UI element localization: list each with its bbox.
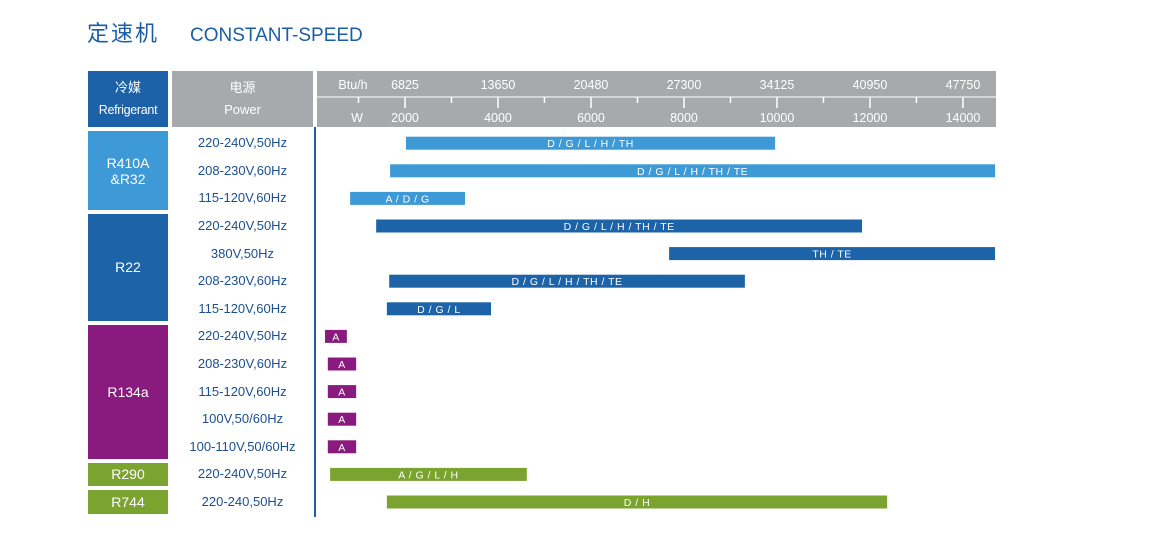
btu-tick-label: 40950 (853, 78, 888, 92)
power-label: 220-240V,50Hz (197, 328, 288, 344)
w-tick-label: 6000 (577, 111, 605, 125)
refrigerant-cell: R410A &R32 (88, 131, 168, 211)
btu-tick-label: 47750 (946, 78, 981, 92)
w-tick-label: 4000 (484, 111, 512, 125)
bar-label: A (338, 359, 346, 371)
range-bar (327, 440, 357, 454)
bar-label: A (338, 387, 346, 399)
power-label: 115-120V,60Hz (198, 383, 287, 399)
refrigerant-name: R744 (111, 493, 145, 510)
tick-labels: 6825 2000 13650 4000 20480 6000 27300 8000 34125… (391, 78, 980, 125)
range-bar (669, 247, 996, 261)
page-title-cn: 定速机 (87, 21, 160, 46)
range-bar (389, 274, 745, 288)
power-label: 208-230V,60Hz (197, 356, 288, 371)
refrigerant-name: R134a (107, 383, 149, 400)
btu-unit-label: Btu/h (338, 78, 367, 92)
power-label: 100V,50/60Hz (201, 411, 284, 427)
bar-label: D / G / L (417, 304, 461, 316)
range-bar (405, 136, 776, 150)
range-bar (376, 219, 863, 233)
refrigerant-name: &R32 (110, 170, 146, 187)
refrigerant-cell: R744 (88, 490, 168, 514)
refrigerant-header-cn: 冷媒 (114, 80, 141, 95)
power-label: 208-230V,60Hz (197, 273, 288, 289)
power-label: 100-110V,50/60Hz (189, 438, 296, 454)
btu-tick-label: 13650 (481, 78, 516, 92)
refrigerant-name: R290 (111, 466, 145, 483)
power-header-cn: 电源 (229, 80, 256, 95)
btu-tick-label: 27300 (667, 78, 702, 92)
power-label: 220-240V,50Hz (197, 466, 288, 482)
btu-tick-label: 20480 (574, 78, 609, 92)
power-label: 220-240V,50Hz (197, 218, 288, 233)
bar-label: D / G / L / H / TH / TE (564, 221, 675, 233)
refrigerant-cell: R134a (88, 324, 168, 459)
bar-label: TH / TE (812, 249, 851, 261)
refrigerant-header: 冷媒 Refrigerant (88, 71, 168, 127)
range-bar (386, 302, 492, 316)
range-bar (327, 385, 357, 399)
power-label: 220-240V,50Hz (197, 135, 288, 151)
power-header: 电源 Power (172, 71, 313, 127)
refrigerant-header-en: Refrigerant (98, 103, 158, 117)
range-bar (327, 357, 357, 371)
range-bar (350, 191, 465, 205)
power-label: 115-120V,60Hz (198, 300, 287, 316)
bar-label: A / D / G (385, 193, 429, 205)
bar-label: A (338, 414, 346, 426)
range-bar (386, 495, 888, 509)
w-tick-label: 10000 (760, 111, 795, 125)
capacity-scale-header (317, 71, 996, 127)
bar-label: A / G / L / H (398, 469, 458, 481)
w-tick-label: 12000 (853, 111, 888, 125)
w-tick-label: 14000 (946, 111, 981, 125)
power-label: 208-230V,60Hz (197, 162, 288, 178)
w-unit-label: W (351, 111, 363, 125)
range-bar (325, 329, 347, 343)
refrigerant-cell: R22 (88, 214, 168, 321)
power-header-en: Power (224, 102, 261, 117)
refrigerant-name: R410A (106, 154, 150, 171)
power-label: 115-120V,60Hz (198, 190, 287, 206)
btu-tick-label: 34125 (760, 78, 795, 92)
refrigerant-cell: R290 (88, 462, 168, 487)
bar-label: D / H (624, 497, 650, 509)
range-bar (327, 412, 357, 426)
page-title-en: CONSTANT-SPEED (190, 25, 363, 46)
range-bars: D / G / L / H / TH D / G / L / H / TH / T… (325, 136, 996, 509)
range-bar (390, 164, 996, 178)
bar-label: D / G / L / H / TH / TE (511, 276, 622, 288)
refrigerant-name: R22 (115, 259, 141, 276)
btu-tick-label: 6825 (391, 78, 419, 92)
tick-marks (357, 97, 964, 108)
bar-label: D / G / L / H / TH (547, 138, 634, 150)
w-tick-label: 2000 (391, 111, 419, 125)
bar-label: A (332, 331, 340, 343)
range-bar (330, 467, 527, 481)
power-label: 220-240,50Hz (201, 494, 284, 509)
bar-label: D / G / L / H / TH / TE (637, 166, 748, 178)
w-tick-label: 8000 (670, 111, 698, 125)
power-label: 380V,50Hz (210, 245, 275, 261)
bar-label: A (338, 442, 346, 454)
